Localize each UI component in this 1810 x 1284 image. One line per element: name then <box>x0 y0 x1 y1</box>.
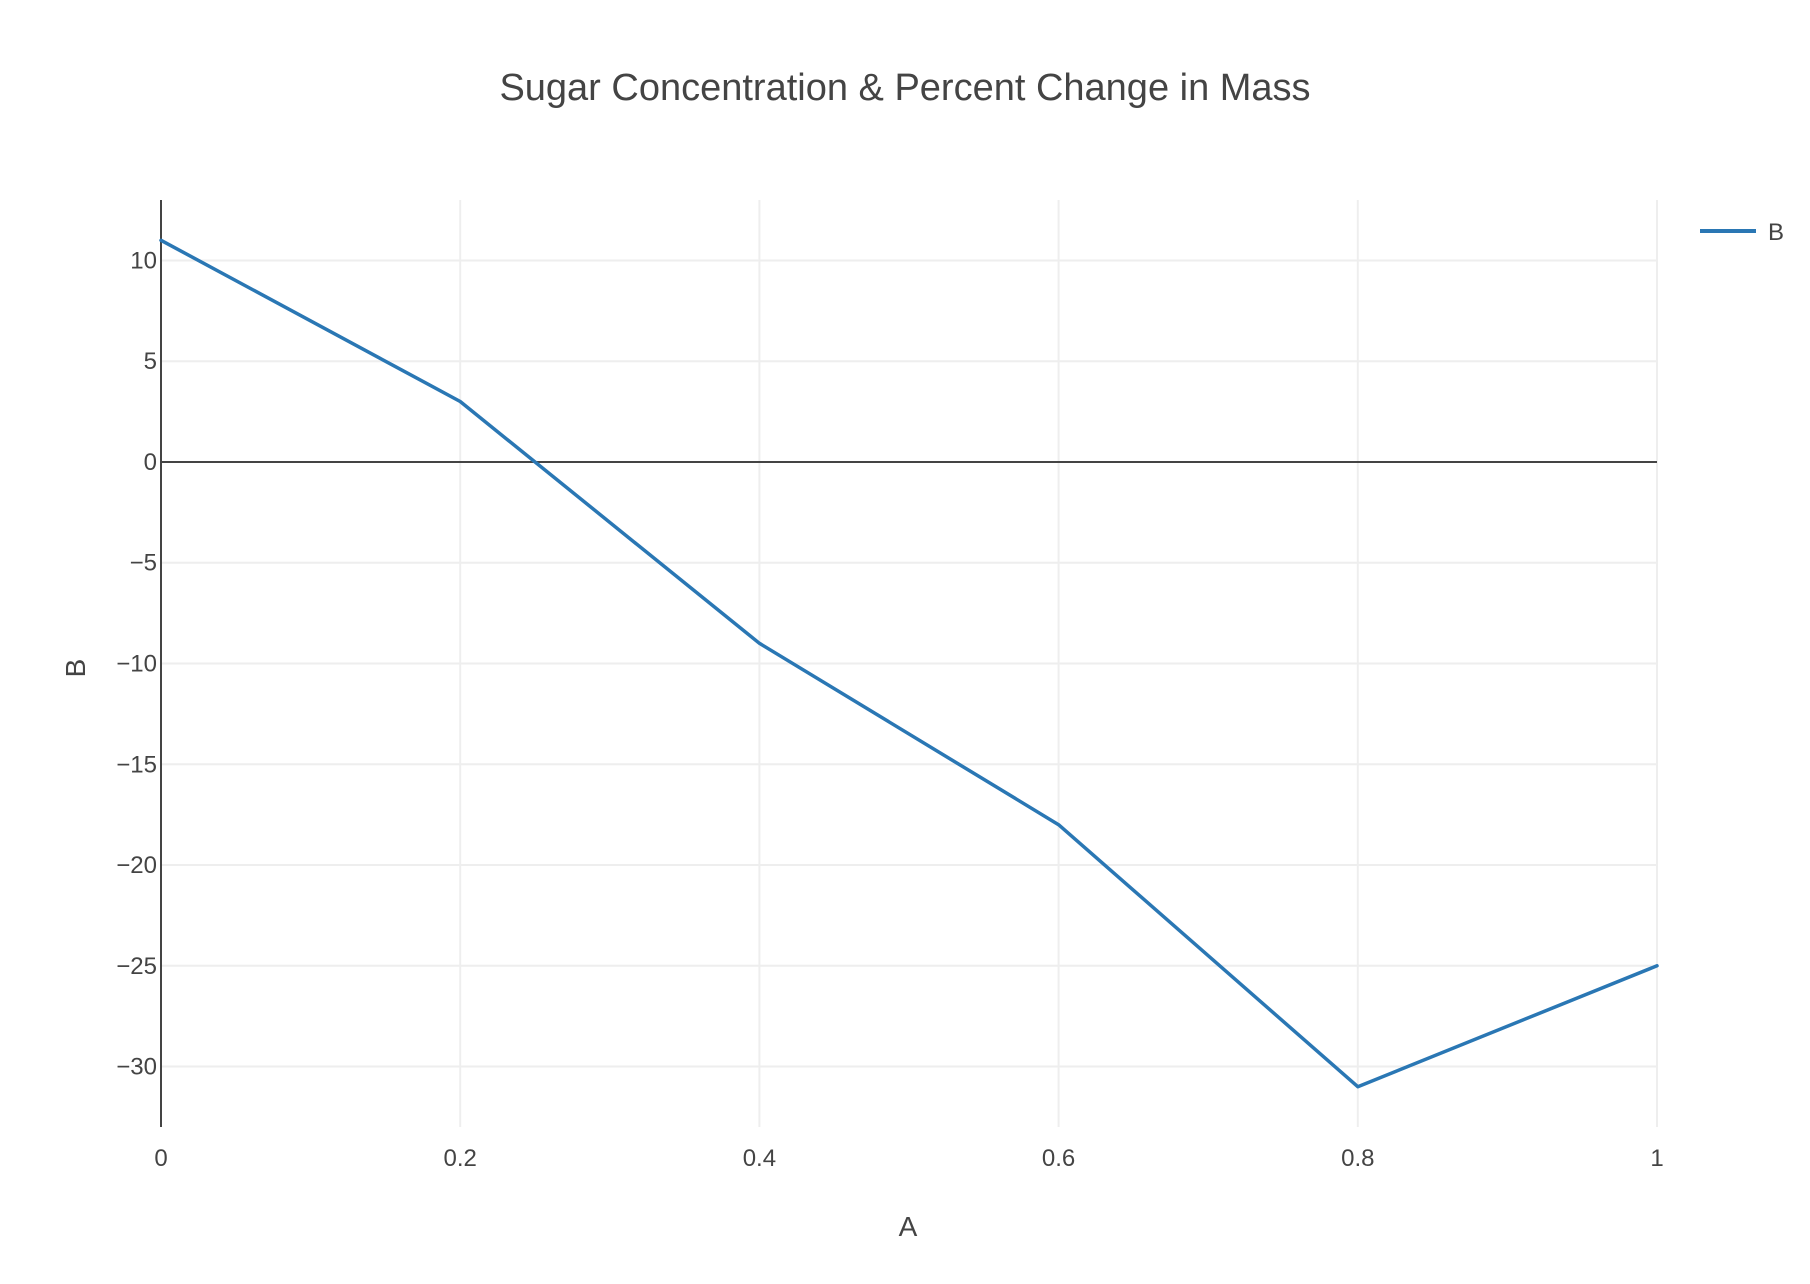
y-tick-label: −20 <box>116 852 157 879</box>
series-line-b[interactable] <box>159 238 1659 1089</box>
x-tick-label: 0.4 <box>743 1145 776 1172</box>
y-tick-label: 0 <box>144 449 157 476</box>
x-tick-label: 1 <box>1650 1145 1663 1172</box>
y-tick-label: −25 <box>116 953 157 980</box>
legend[interactable]: B <box>1700 219 1784 246</box>
y-tick-label: 5 <box>144 348 157 375</box>
data-point[interactable] <box>158 237 164 243</box>
y-tick-label: −5 <box>130 550 157 577</box>
series-layer <box>158 237 1660 1090</box>
y-tick-label: 10 <box>130 247 157 274</box>
chart-title: Sugar Concentration & Percent Change in … <box>499 67 1310 109</box>
data-point[interactable] <box>1056 822 1062 828</box>
y-tick-label: −10 <box>116 651 157 678</box>
y-tick-label: −30 <box>116 1054 157 1081</box>
data-point[interactable] <box>756 640 762 646</box>
x-tick-label: 0 <box>154 1145 167 1172</box>
y-tick-label: −15 <box>116 751 157 778</box>
legend-label-b: B <box>1768 219 1784 246</box>
data-point[interactable] <box>457 399 463 405</box>
x-tick-label: 0.2 <box>444 1145 477 1172</box>
grid-lines <box>161 200 1658 1127</box>
x-tick-label: 0.6 <box>1042 1145 1075 1172</box>
x-tick-label: 0.8 <box>1341 1145 1374 1172</box>
data-point[interactable] <box>1654 963 1660 969</box>
x-axis-title: A <box>899 1211 918 1242</box>
tick-labels: 0 0.2 0.4 0.6 0.8 1 10 5 0 −5 −10 −15 −20 −25 −30 <box>116 247 1663 1172</box>
y-axis-title: B <box>60 659 91 678</box>
data-point[interactable] <box>1355 1084 1361 1090</box>
